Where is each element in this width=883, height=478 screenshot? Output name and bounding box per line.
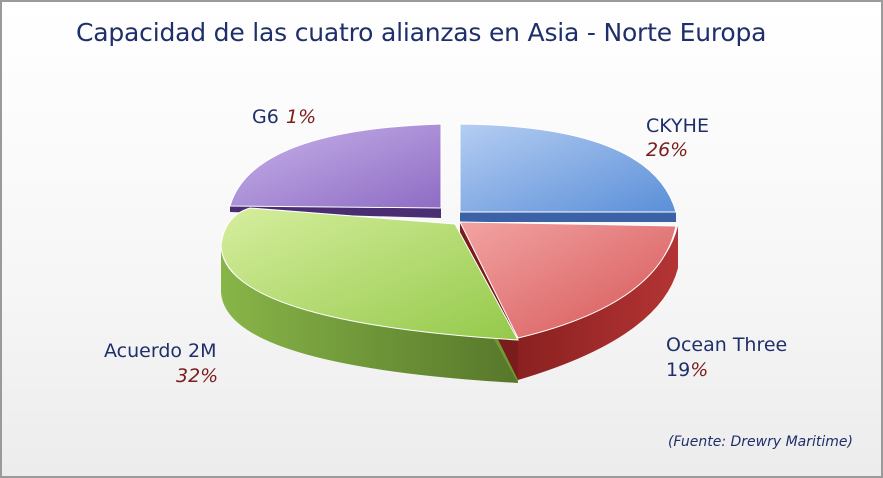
source-note: (Fuente: Drewry Maritime) [667, 434, 853, 450]
slice-labels: G6 1% CKYHE 26% Acuerdo 2M 32% Ocean Thr… [104, 106, 787, 387]
label-ocean-three-name: Ocean Three [666, 334, 787, 356]
label-ocean-three-value-number: 19 [666, 359, 690, 381]
label-acuerdo-2m-name: Acuerdo 2M [104, 340, 217, 362]
slice-side-g6 [230, 206, 441, 218]
pie-slices [220, 123, 677, 341]
slice-side-acuerdo-2m [221, 248, 518, 383]
slice-g6 [229, 123, 442, 209]
label-ocean-three-value-percent: % [690, 359, 708, 381]
label-g6-value: 1% [286, 106, 316, 128]
label-ckyhe-value: 26% [646, 139, 688, 161]
slice-side-ckyhe [460, 212, 676, 222]
chart-title: Capacidad de las cuatro alianzas en Asia… [76, 18, 767, 47]
slice-ocean-three [459, 221, 677, 339]
label-ckyhe-name: CKYHE [646, 115, 709, 137]
slice-acuerdo-2m [220, 207, 519, 341]
label-g6-name: G6 [252, 106, 279, 128]
slice-side-ocean-three [518, 226, 678, 380]
label-acuerdo-2m-value: 32% [176, 365, 218, 387]
slice-ckyhe [459, 123, 677, 213]
label-ocean-three-value: 19% [666, 359, 708, 381]
